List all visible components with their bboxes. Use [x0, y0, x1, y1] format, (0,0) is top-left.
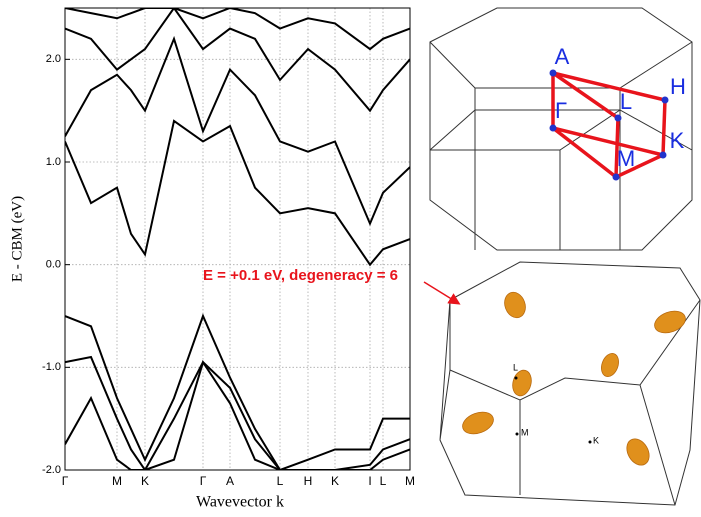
bz-label: H [670, 74, 686, 99]
x-tick-label: M [112, 474, 122, 488]
bz-label: L [620, 89, 632, 114]
bz-label: M [617, 146, 635, 171]
y-tick-label: 0.0 [46, 259, 61, 271]
annotation: E = +0.1 eV, degeneracy = 6 [203, 267, 398, 284]
x-tick-label: Γ [62, 474, 69, 488]
x-tick-label: I [368, 474, 371, 488]
x-tick-label: K [331, 474, 339, 488]
bz-label: K [670, 128, 685, 153]
fs-label: M [521, 427, 529, 437]
band-line [65, 8, 410, 49]
x-tick-label: H [304, 474, 313, 488]
x-tick-label: A [226, 474, 234, 488]
band-plot [65, 8, 410, 470]
bz-label: Γ [555, 98, 567, 123]
y-axis-label: E - CBM (eV) [9, 196, 25, 282]
x-tick-label: Γ [200, 474, 207, 488]
y-tick-label: -1.0 [42, 361, 61, 373]
x-tick-label: L [277, 474, 284, 488]
y-tick-label: 2.0 [46, 53, 61, 65]
x-tick-label: K [141, 474, 149, 488]
x-axis-label: Wavevector k [196, 494, 284, 511]
y-tick-label: 1.0 [46, 156, 61, 168]
bz-label: A [555, 44, 570, 69]
fs-label: L [513, 362, 518, 372]
x-tick-label: M [405, 474, 415, 488]
y-tick-label: -2.0 [42, 464, 61, 476]
figure: E - CBM (eV) Wavevector k A H Γ L K M L … [0, 0, 701, 517]
fs-label: K [593, 435, 599, 445]
x-tick-label: L [380, 474, 387, 488]
brillouin-zone: A H Γ L K M [430, 8, 692, 250]
